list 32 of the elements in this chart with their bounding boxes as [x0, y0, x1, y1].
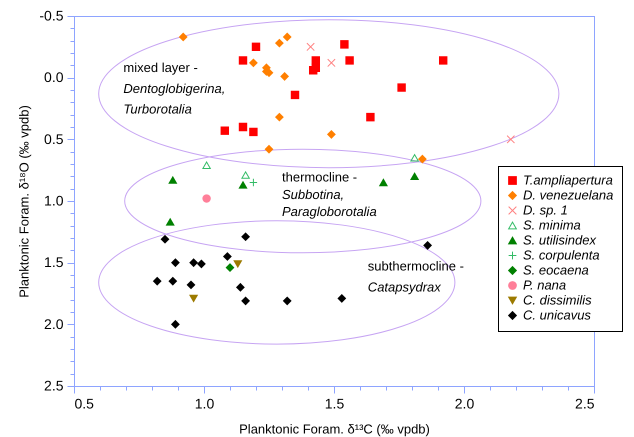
- x-tick-label: 1.5: [324, 396, 344, 412]
- annotation: Subbotina,: [282, 186, 344, 202]
- y-tick-label: 1.5: [44, 254, 64, 270]
- annotation: thermocline -: [282, 170, 358, 185]
- legend-label: D. sp. 1: [523, 202, 568, 218]
- annotation: Catapsydrax: [368, 279, 442, 294]
- x-tick-label: 0.5: [74, 396, 94, 412]
- x-tick-label: 1.0: [194, 396, 214, 412]
- annotation: Turborotalia: [123, 102, 192, 117]
- annotation: mixed layer -: [123, 60, 198, 75]
- annotation: subthermocline -: [368, 258, 464, 274]
- y-tick-label: 0.5: [44, 130, 64, 147]
- y-tick-label: -0.5: [39, 8, 64, 24]
- x-tick-label: 2.5: [575, 396, 595, 412]
- x-tick-label: 2.0: [454, 396, 474, 412]
- legend-label: P. nana: [523, 278, 566, 292]
- legend-label: D. venezuelana: [523, 188, 614, 202]
- legend-label: S. utilisindex: [523, 232, 596, 248]
- y-tick-label: 1.0: [44, 192, 64, 208]
- legend-label: S. minima: [523, 218, 581, 232]
- legend-label: T.ampliapertura: [523, 172, 613, 188]
- legend-label: S. eocaena: [523, 262, 589, 278]
- annotation: Paragloborotalia: [282, 204, 377, 220]
- y-tick-label: 2.0: [44, 316, 64, 332]
- legend-label: C. unicavus: [523, 308, 592, 322]
- legend-label: S. corpulenta: [523, 248, 600, 262]
- y-tick-label: 2.5: [44, 378, 64, 394]
- y-tick-label: 0.0: [44, 69, 64, 86]
- y-axis-title: Planktonic Foram. δ¹⁸O (‰ vpdb): [16, 105, 32, 298]
- annotation: Dentoglobigerina,: [123, 80, 226, 96]
- x-axis-title: Planktonic Foram. δ¹³C (‰ vpdb): [239, 422, 430, 436]
- legend-label: C. dissimilis: [523, 292, 592, 308]
